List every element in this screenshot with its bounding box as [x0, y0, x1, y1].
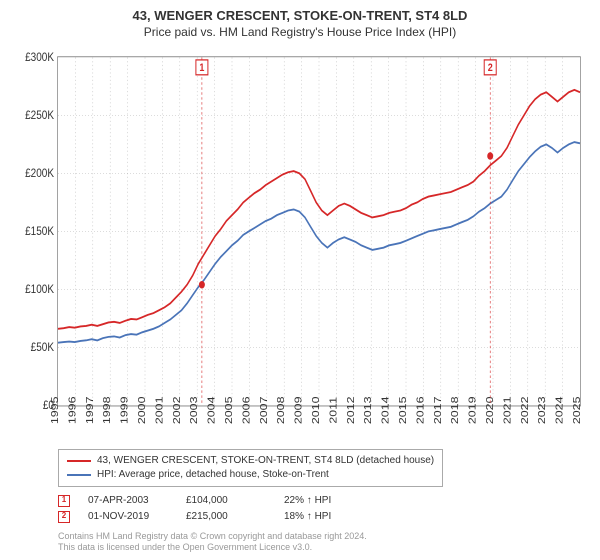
svg-text:2007: 2007: [259, 397, 270, 425]
svg-text:2016: 2016: [415, 397, 426, 425]
sale-marker-badge: 1: [58, 495, 70, 507]
legend-swatch: [67, 474, 91, 476]
svg-text:2002: 2002: [172, 397, 183, 425]
sale-price: £104,000: [186, 493, 266, 509]
svg-text:2012: 2012: [346, 397, 357, 425]
svg-text:2018: 2018: [450, 397, 461, 425]
price-chart: £0£50K£100K£150K£200K£250K£300K199519961…: [12, 45, 588, 443]
legend: 43, WENGER CRESCENT, STOKE-ON-TRENT, ST4…: [58, 449, 443, 487]
svg-text:£300K: £300K: [25, 51, 54, 64]
svg-text:2022: 2022: [520, 397, 531, 425]
footnote-line: Contains HM Land Registry data © Crown c…: [58, 531, 588, 543]
svg-text:2023: 2023: [537, 397, 548, 425]
legend-item: HPI: Average price, detached house, Stok…: [67, 468, 434, 482]
svg-text:2005: 2005: [224, 397, 235, 425]
svg-text:1995: 1995: [50, 397, 61, 425]
page-title: 43, WENGER CRESCENT, STOKE-ON-TRENT, ST4…: [12, 8, 588, 23]
sale-date: 01-NOV-2019: [88, 509, 168, 525]
sale-date: 07-APR-2003: [88, 493, 168, 509]
svg-text:1997: 1997: [85, 397, 96, 425]
svg-text:2017: 2017: [433, 397, 444, 425]
svg-text:2015: 2015: [398, 397, 409, 425]
svg-text:2: 2: [488, 62, 493, 74]
svg-text:2025: 2025: [572, 397, 583, 425]
sale-marker-badge: 2: [58, 511, 70, 523]
svg-text:£100K: £100K: [25, 283, 54, 296]
svg-text:2000: 2000: [137, 397, 148, 425]
sales-table: 1 07-APR-2003 £104,000 22% ↑ HPI 2 01-NOV-201…: [58, 493, 588, 525]
svg-text:2004: 2004: [207, 397, 218, 425]
table-row: 2 01-NOV-2019 £215,000 18% ↑ HPI: [58, 509, 588, 525]
svg-text:£50K: £50K: [31, 341, 55, 354]
footnote-line: This data is licensed under the Open Gov…: [58, 542, 588, 554]
svg-text:2021: 2021: [502, 397, 513, 425]
chart-svg: £0£50K£100K£150K£200K£250K£300K199519961…: [12, 45, 588, 443]
svg-text:2014: 2014: [381, 397, 392, 425]
svg-text:2006: 2006: [241, 397, 252, 425]
svg-text:£250K: £250K: [25, 109, 54, 122]
svg-text:2009: 2009: [294, 397, 305, 425]
svg-text:£150K: £150K: [25, 225, 54, 238]
legend-item: 43, WENGER CRESCENT, STOKE-ON-TRENT, ST4…: [67, 454, 434, 468]
svg-text:1999: 1999: [120, 397, 131, 425]
legend-label: HPI: Average price, detached house, Stok…: [97, 468, 329, 482]
footnote: Contains HM Land Registry data © Crown c…: [58, 531, 588, 554]
svg-text:1996: 1996: [67, 397, 78, 425]
svg-text:£200K: £200K: [25, 167, 54, 180]
svg-text:2019: 2019: [468, 397, 479, 425]
legend-label: 43, WENGER CRESCENT, STOKE-ON-TRENT, ST4…: [97, 454, 434, 468]
svg-text:2013: 2013: [363, 397, 374, 425]
sale-price: £215,000: [186, 509, 266, 525]
svg-text:2010: 2010: [311, 397, 322, 425]
svg-text:2008: 2008: [276, 397, 287, 425]
legend-swatch: [67, 460, 91, 462]
page-subtitle: Price paid vs. HM Land Registry's House …: [12, 25, 588, 39]
svg-text:2011: 2011: [328, 397, 339, 424]
svg-text:2024: 2024: [555, 397, 566, 425]
svg-text:1998: 1998: [102, 397, 113, 425]
svg-text:1: 1: [199, 62, 204, 74]
sale-delta: 18% ↑ HPI: [284, 509, 364, 525]
table-row: 1 07-APR-2003 £104,000 22% ↑ HPI: [58, 493, 588, 509]
svg-text:2003: 2003: [189, 397, 200, 425]
sale-delta: 22% ↑ HPI: [284, 493, 364, 509]
svg-text:2001: 2001: [154, 397, 165, 425]
